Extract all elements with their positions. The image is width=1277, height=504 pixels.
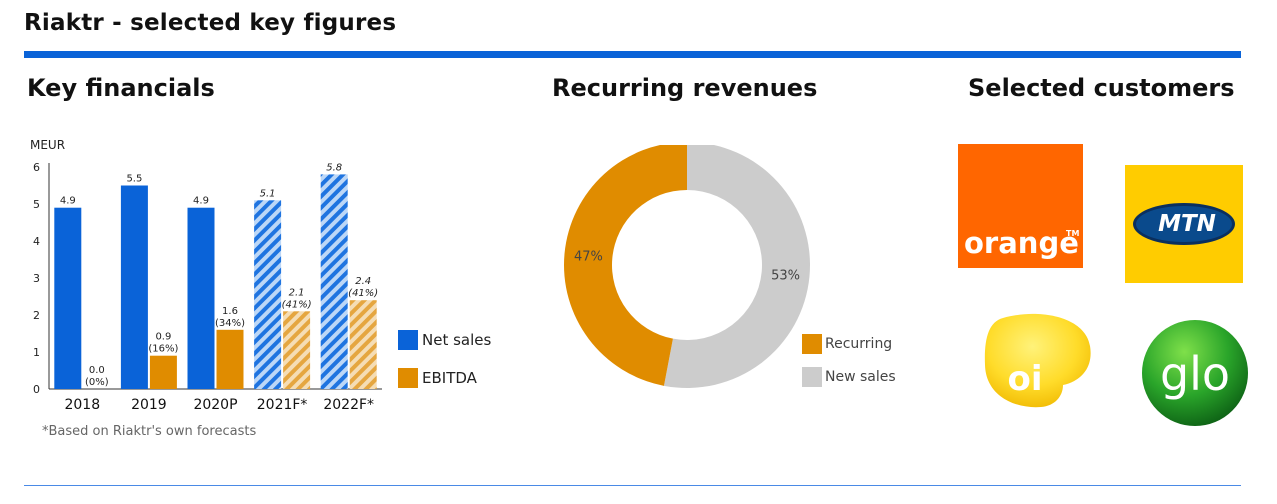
donut-label-new-sales: 53% bbox=[771, 268, 800, 283]
title-divider bbox=[24, 51, 1241, 58]
glo-logo-text: glo bbox=[1160, 347, 1230, 401]
oi-logo-shape bbox=[984, 313, 1091, 408]
y-tick-label-3: 3 bbox=[33, 272, 40, 285]
data-label-ebitda-1-1: (16%) bbox=[148, 344, 178, 355]
data-label-ebitda-2-1: (34%) bbox=[215, 318, 245, 329]
mtn-logo-text: MTN bbox=[1158, 211, 1216, 237]
donut-slice-new-sales bbox=[663, 145, 810, 388]
data-label-ebitda-1-0: 0.9 bbox=[155, 332, 171, 343]
mtn-logo: MTN bbox=[1120, 160, 1248, 287]
legend-swatch-new-sales bbox=[802, 367, 822, 387]
x-tick-label-3: 2021F* bbox=[257, 397, 308, 413]
data-label-ebitda-0-1: (0%) bbox=[85, 377, 109, 388]
legend-label-ebitda: EBITDA bbox=[422, 369, 477, 387]
orange-logo-tm: TM bbox=[1066, 229, 1080, 238]
x-tick-label-1: 2019 bbox=[131, 397, 167, 413]
page-title: Riaktr - selected key figures bbox=[24, 10, 397, 36]
y-tick-label-6: 6 bbox=[33, 161, 40, 174]
legend-new-sales: New sales bbox=[802, 367, 896, 387]
donut-label-recurring: 47% bbox=[574, 250, 603, 265]
bar-ebitda-2 bbox=[216, 329, 244, 389]
donut-slice-recurring bbox=[564, 145, 687, 386]
bar-net-sales-4 bbox=[320, 174, 348, 389]
oi-logo-text: oi bbox=[1007, 359, 1042, 399]
glo-logo-circle bbox=[1142, 320, 1248, 426]
bar-net-sales-1 bbox=[120, 185, 148, 389]
legend-label-new-sales: New sales bbox=[825, 369, 896, 385]
y-tick-label-5: 5 bbox=[33, 198, 40, 211]
legend-swatch-ebitda bbox=[398, 368, 418, 388]
key-financials-bar-chart: MEUR 0 1 2 3 4 5 6 4.9 0.0(0%) 2018 5.5 0.9(16%) 201… bbox=[30, 138, 382, 413]
bar-ebitda-1 bbox=[149, 355, 177, 389]
y-tick-label-1: 1 bbox=[33, 346, 40, 359]
bottom-divider bbox=[24, 485, 1241, 486]
mtn-logo-oval: MTN bbox=[1133, 203, 1235, 245]
data-label-ebitda-4-1: (41%) bbox=[348, 288, 378, 299]
data-label-net-sales-3-0: 5.1 bbox=[260, 188, 276, 199]
mtn-logo-background: MTN bbox=[1125, 165, 1243, 283]
key-financials-heading: Key financials bbox=[27, 74, 215, 102]
legend-net-sales: Net sales bbox=[398, 330, 491, 350]
orange-logo: orange TM bbox=[958, 144, 1083, 268]
x-tick-label-0: 2018 bbox=[64, 397, 100, 413]
x-tick-label-2: 2020P bbox=[193, 397, 237, 413]
data-label-ebitda-2-0: 1.6 bbox=[222, 306, 238, 317]
legend-swatch-recurring bbox=[802, 334, 822, 354]
orange-logo-text: orange bbox=[964, 226, 1079, 260]
y-tick-label-2: 2 bbox=[33, 309, 40, 322]
y-axis-unit-label: MEUR bbox=[30, 138, 65, 152]
bar-net-sales-0 bbox=[54, 207, 82, 389]
bar-net-sales-3 bbox=[254, 200, 282, 389]
legend-label-net-sales: Net sales bbox=[422, 331, 492, 349]
data-label-net-sales-4-0: 5.8 bbox=[326, 162, 342, 173]
bar-ebitda-3 bbox=[283, 311, 311, 389]
data-label-ebitda-3-0: 2.1 bbox=[289, 287, 305, 298]
forecast-footnote: *Based on Riaktr's own forecasts bbox=[42, 424, 257, 439]
glo-logo: glo bbox=[1142, 320, 1248, 426]
data-label-ebitda-3-1: (41%) bbox=[282, 299, 312, 310]
y-tick-label-0: 0 bbox=[33, 383, 40, 396]
data-label-net-sales-1-0: 5.5 bbox=[126, 174, 142, 185]
recurring-revenues-heading: Recurring revenues bbox=[552, 74, 818, 102]
legend-recurring: Recurring bbox=[802, 334, 892, 354]
legend-swatch-net-sales bbox=[398, 330, 418, 350]
x-tick-label-4: 2022F* bbox=[323, 397, 374, 413]
recurring-revenues-donut-chart: 53% 47% bbox=[564, 145, 810, 388]
data-label-net-sales-0-0: 4.9 bbox=[60, 196, 76, 207]
data-label-ebitda-0-0: 0.0 bbox=[89, 365, 105, 376]
legend-ebitda: EBITDA bbox=[398, 368, 477, 388]
data-label-ebitda-4-0: 2.4 bbox=[355, 276, 371, 287]
data-label-net-sales-2-0: 4.9 bbox=[193, 196, 209, 207]
oi-logo: oi bbox=[984, 313, 1091, 408]
y-tick-label-4: 4 bbox=[33, 235, 40, 248]
bar-net-sales-2 bbox=[187, 207, 215, 389]
bar-ebitda-4 bbox=[349, 300, 377, 389]
legend-label-recurring: Recurring bbox=[825, 336, 893, 352]
selected-customers-heading: Selected customers bbox=[968, 74, 1235, 102]
